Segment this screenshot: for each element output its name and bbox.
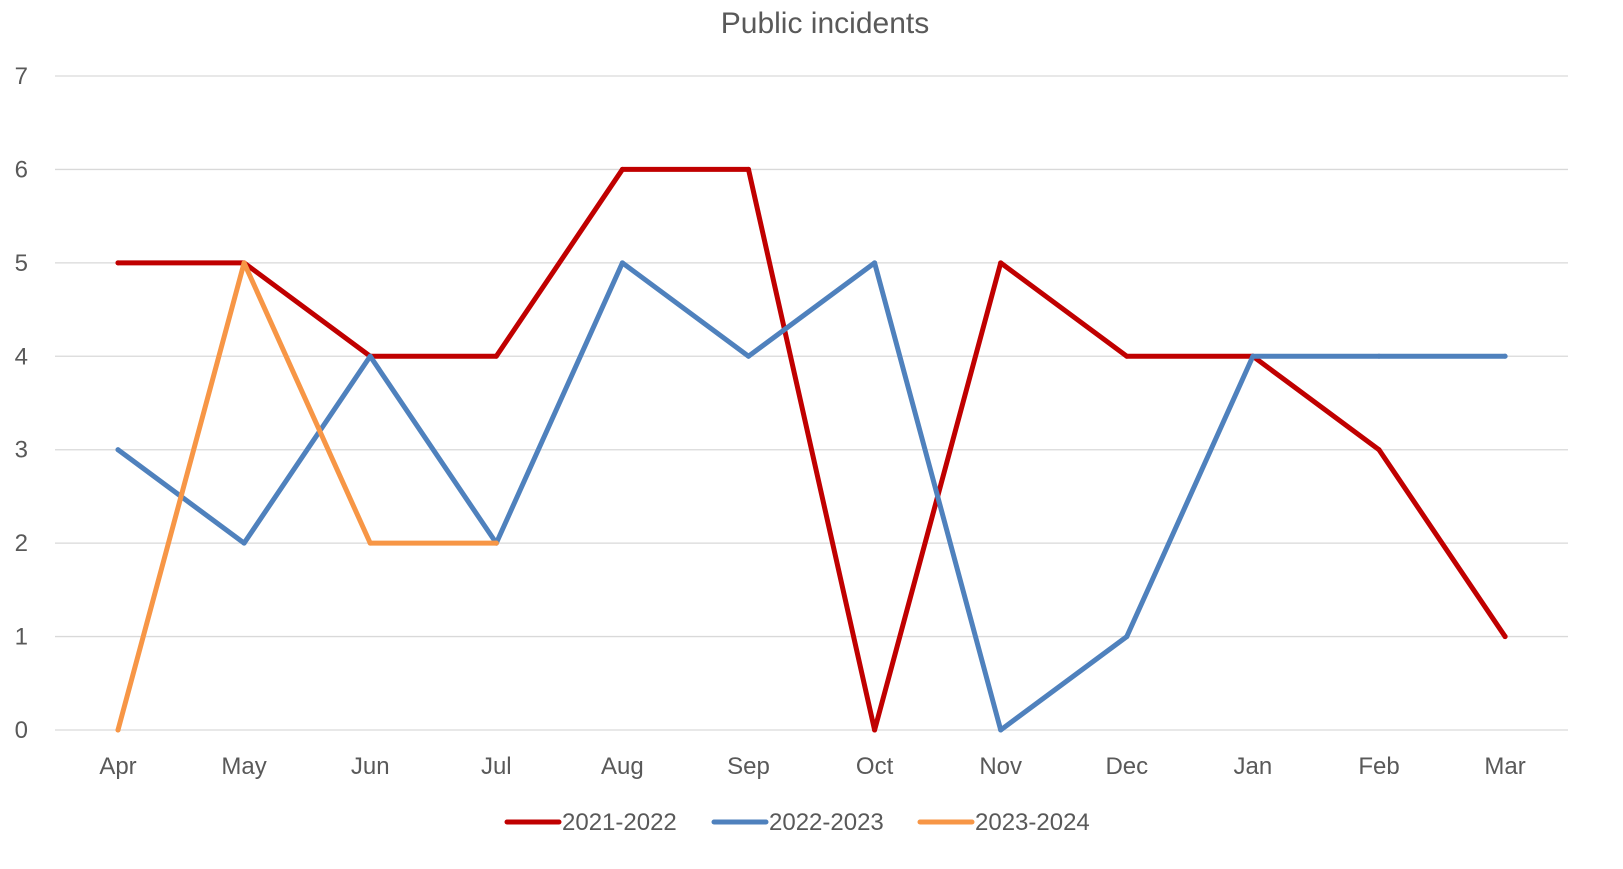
legend: 2021-2022 2022-2023 2023-2024 (504, 809, 1090, 836)
x-tick-label: Jul (481, 753, 512, 780)
data-point-2022-2023-Jun (367, 353, 373, 359)
data-point-2021-2022-Apr (115, 260, 121, 266)
series-line-2022-2023 (115, 260, 1508, 733)
legend-label: 2022-2023 (769, 809, 884, 836)
x-tick-label: Jun (351, 753, 390, 780)
data-point-2023-2024-Apr (115, 727, 121, 733)
y-tick-label: 2 (15, 530, 28, 557)
y-tick-label: 3 (15, 437, 28, 464)
legend-label: 2021-2022 (562, 809, 677, 836)
data-point-2022-2023-Apr (115, 447, 121, 453)
y-tick-label: 1 (15, 624, 28, 651)
y-tick-label: 6 (15, 156, 28, 183)
data-point-2021-2022-Sep (746, 166, 751, 172)
x-tick-label: Oct (856, 753, 894, 780)
y-tick-label: 0 (15, 717, 28, 744)
data-point-2022-2023-Mar (1502, 353, 1508, 359)
y-tick-label: 4 (15, 343, 28, 370)
data-point-2021-2022-Nov (998, 260, 1004, 266)
series-lines (115, 166, 1508, 733)
x-tick-label: Sep (727, 753, 770, 780)
data-point-2021-2022-Oct (872, 727, 878, 733)
data-point-2021-2022-Jul (493, 353, 499, 359)
x-axis-tick-labels: Apr May Jun Jul Aug Sep Oct Nov Dec Jan Feb Mar (99, 753, 1525, 780)
legend-item-2023-2024: 2023-2024 (917, 809, 1090, 836)
data-point-2022-2023-Nov (998, 727, 1004, 733)
legend-label: 2023-2024 (975, 809, 1090, 836)
legend-item-2021-2022: 2021-2022 (504, 809, 677, 836)
series-line-2021-2022 (115, 166, 1508, 733)
gridlines (55, 75, 1568, 731)
data-point-2022-2023-Aug (619, 260, 625, 266)
x-tick-label: Nov (979, 753, 1022, 780)
y-axis-tick-labels: 0 1 2 3 4 5 6 7 (15, 63, 28, 744)
x-tick-label: Dec (1105, 753, 1148, 780)
data-point-2023-2024-Jul (493, 540, 499, 546)
series-line-2023-2024 (115, 260, 499, 733)
data-point-2022-2023-May (241, 540, 247, 546)
data-point-2021-2022-Feb (1376, 447, 1382, 453)
data-point-2021-2022-Mar (1502, 634, 1508, 640)
chart-title: Public incidents (721, 7, 929, 40)
x-tick-label: Aug (601, 753, 644, 780)
x-tick-label: Apr (99, 753, 136, 780)
y-tick-label: 7 (15, 63, 28, 90)
y-tick-label: 5 (15, 250, 28, 277)
data-point-2021-2022-Aug (619, 166, 625, 172)
x-tick-label: May (221, 753, 266, 780)
legend-item-2022-2023: 2022-2023 (711, 809, 884, 836)
data-point-2022-2023-Jan (1250, 353, 1256, 359)
data-point-2021-2022-Dec (1124, 353, 1130, 359)
x-tick-label: Feb (1358, 753, 1399, 780)
data-point-2022-2023-Sep (746, 353, 751, 359)
data-point-2022-2023-Oct (872, 260, 878, 266)
data-point-2023-2024-Jun (367, 540, 373, 546)
x-tick-label: Mar (1484, 753, 1525, 780)
data-point-2022-2023-Dec (1124, 634, 1130, 640)
data-point-2023-2024-May (241, 260, 247, 266)
x-tick-label: Jan (1234, 753, 1273, 780)
data-point-2022-2023-Feb (1376, 353, 1382, 359)
